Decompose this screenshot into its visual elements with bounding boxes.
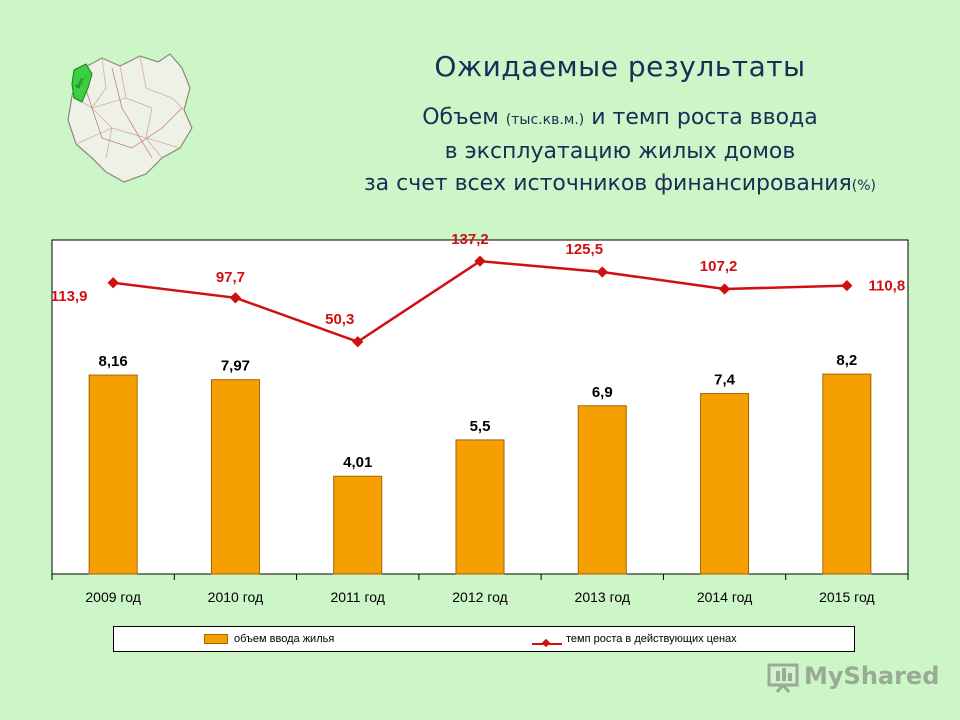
growth-value-label: 97,7 [216,269,245,286]
growth-value-label: 50,3 [325,311,354,328]
x-tick-label: 2014 год [697,589,752,605]
subtitle-part2: и темп роста ввода [584,105,818,130]
bar [700,393,750,575]
bar [822,373,872,575]
x-tick-label: 2011 год [330,589,384,605]
subtitle-unit1: (тыс.кв.м.) [505,112,585,128]
subtitle-line-1: Объем (тыс.кв.м.) и темп роста ввода [290,102,950,136]
page-title: Ожидаемые результаты [434,50,806,83]
region-map: Бол... [62,48,202,188]
legend-item-volume: объем ввода жилья [204,627,334,651]
legend-label-growth: темп роста в действующих ценах [566,633,737,645]
legend-item-growth: темп роста в действующих ценах [532,627,737,651]
presentation-icon [767,663,799,693]
highlighted-district [71,63,93,103]
subtitle-line3-text: за счет всех источников финансирования [363,171,852,196]
growth-point [596,266,608,278]
watermark-text: MyShared [804,662,940,690]
growth-value-label: 125,5 [566,241,604,258]
x-tick-label: 2012 год [452,589,507,605]
bar-value-label: 7,97 [221,358,250,375]
legend-label-volume: объем ввода жилья [234,633,335,645]
growth-point [352,336,364,348]
subtitle-unit3: (%) [851,178,877,194]
bar-value-label: 6,9 [592,384,613,401]
watermark: MyShared [766,656,939,696]
region-map-image: Бол... [67,53,193,183]
x-tick-label: 2010 год [208,589,263,605]
bar [577,405,627,575]
bar-value-label: 4,01 [343,454,372,471]
growth-point [718,283,731,295]
bar [333,475,383,575]
growth-point [841,279,853,292]
growth-point [474,255,486,267]
chart-subtitle: Объем (тыс.кв.м.) и темп роста ввода в э… [290,102,950,202]
subtitle-line-3: за счет всех источников финансирования(%… [290,168,950,202]
bar-value-label: 5,5 [470,418,491,435]
growth-point [229,292,242,304]
x-tick-label: 2013 год [575,589,630,605]
subtitle-part1: Объем [422,105,506,130]
chart-legend: объем ввода жилья темп роста в действующ… [113,626,855,652]
growth-value-label: 137,2 [451,231,489,248]
subtitle-line-2: в эксплуатацию жилых домов [444,139,796,164]
bar-value-label: 7,4 [714,372,736,389]
growth-value-label: 110,8 [868,278,905,295]
legend-swatch-bar [204,634,228,644]
bar-value-label: 8,2 [836,352,857,369]
growth-value-label: 107,2 [700,258,738,275]
bar-value-label: 8,16 [99,353,128,370]
x-tick-label: 2009 год [85,589,140,605]
legend-swatch-line [532,634,562,648]
bar [88,374,138,575]
growth-value-label: 113,9 [51,288,88,305]
bar [455,439,505,575]
x-tick-label: 2015 год [819,589,874,605]
bar [210,379,260,575]
